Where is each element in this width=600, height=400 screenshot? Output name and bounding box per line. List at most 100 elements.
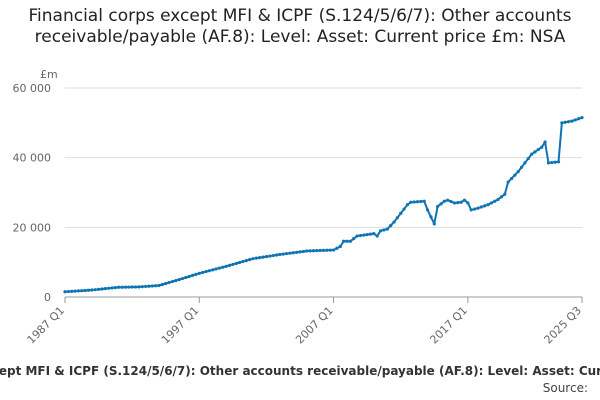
data-point-147 (556, 160, 561, 164)
data-point-4 (76, 289, 81, 293)
data-point-38 (190, 273, 195, 278)
data-point-64 (278, 252, 282, 257)
legend: Financial corps except MFI & ICPF (S.124… (0, 363, 600, 381)
x-tick-label-4: 2025 Q3 (542, 304, 585, 347)
data-point-79 (328, 248, 332, 252)
data-point-5 (80, 289, 84, 293)
data-point-39 (194, 272, 198, 276)
data-point-106 (419, 199, 423, 204)
x-tick-label-1: 1997 Q1 (159, 304, 202, 347)
gridlines (65, 87, 582, 228)
x-tick-label-0: 1987 Q1 (25, 304, 68, 347)
data-point-121 (469, 208, 473, 212)
data-point-11 (100, 287, 104, 291)
data-point-98 (392, 220, 396, 224)
data-point-63 (274, 253, 279, 257)
data-point-99 (395, 216, 399, 220)
data-point-66 (284, 252, 289, 256)
data-point-40 (197, 271, 201, 275)
data-point-89 (362, 233, 366, 237)
data-point-135 (516, 170, 520, 174)
data-point-103 (409, 200, 413, 204)
data-point-134 (513, 173, 517, 177)
data-point-60 (264, 254, 269, 259)
data-point-118 (459, 200, 463, 204)
data-point-111 (436, 204, 440, 209)
data-point-15 (113, 285, 117, 290)
data-point-145 (550, 160, 554, 165)
data-point-25 (147, 284, 151, 288)
data-point-54 (244, 258, 248, 263)
data-point-67 (288, 251, 292, 255)
data-point-154 (580, 116, 584, 120)
data-point-94 (378, 229, 383, 233)
chart-title: Financial corps except MFI & ICPF (S.124… (28, 6, 572, 47)
data-point-36 (184, 275, 188, 280)
data-point-37 (187, 274, 191, 279)
data-point-88 (358, 233, 363, 238)
data-point-125 (483, 204, 487, 208)
y-tick-label-3: 60 000 (13, 82, 52, 95)
data-point-86 (352, 237, 356, 241)
data-point-59 (261, 255, 265, 259)
data-point-62 (271, 253, 275, 258)
data-point-113 (442, 199, 446, 203)
data-point-33 (174, 278, 178, 283)
y-tick-label-1: 20 000 (13, 221, 52, 234)
data-point-27 (154, 284, 158, 288)
data-point-77 (321, 248, 326, 252)
data-point-130 (499, 195, 504, 199)
data-point-12 (103, 287, 107, 291)
data-point-80 (331, 248, 336, 252)
data-point-81 (335, 246, 339, 250)
data-point-16 (117, 285, 121, 289)
data-point-47 (221, 265, 225, 269)
data-point-96 (385, 227, 389, 231)
y-tick-label-2: 40 000 (13, 152, 52, 165)
data-point-65 (281, 252, 285, 256)
x-tick-label-3: 2017 Q1 (427, 304, 470, 347)
data-point-105 (415, 200, 420, 204)
data-point-17 (120, 285, 124, 289)
data-point-137 (523, 161, 527, 165)
data-point-123 (476, 206, 480, 210)
data-point-1 (66, 289, 70, 294)
data-point-23 (140, 285, 144, 289)
data-point-78 (325, 248, 329, 252)
data-point-30 (164, 281, 168, 286)
data-point-46 (217, 266, 222, 270)
data-point-117 (456, 201, 460, 205)
data-point-34 (177, 277, 181, 282)
data-point-108 (425, 208, 430, 212)
series-line-path (64, 116, 583, 293)
data-point-50 (231, 262, 235, 267)
data-point-18 (123, 285, 128, 289)
data-point-101 (402, 207, 406, 211)
data-point-124 (479, 205, 483, 209)
series-line (64, 116, 583, 293)
data-point-51 (234, 261, 238, 266)
data-point-151 (570, 119, 574, 123)
data-point-45 (214, 267, 218, 271)
y-tick-label-0: 0 (44, 291, 51, 304)
data-point-116 (452, 201, 457, 205)
source-label: Source: (542, 381, 588, 395)
data-point-10 (96, 287, 101, 291)
data-point-69 (295, 250, 299, 254)
data-point-138 (526, 156, 530, 161)
data-point-68 (291, 251, 295, 255)
data-point-73 (308, 249, 312, 253)
data-point-127 (489, 201, 493, 205)
data-point-2 (70, 289, 74, 293)
data-point-146 (553, 160, 557, 164)
data-point-132 (506, 180, 510, 184)
data-point-61 (268, 254, 272, 258)
data-point-14 (110, 286, 114, 290)
data-point-52 (237, 260, 242, 265)
data-point-143 (543, 140, 547, 144)
data-point-26 (150, 284, 154, 288)
data-point-133 (509, 176, 514, 181)
data-point-32 (170, 279, 175, 284)
data-point-75 (315, 249, 319, 253)
